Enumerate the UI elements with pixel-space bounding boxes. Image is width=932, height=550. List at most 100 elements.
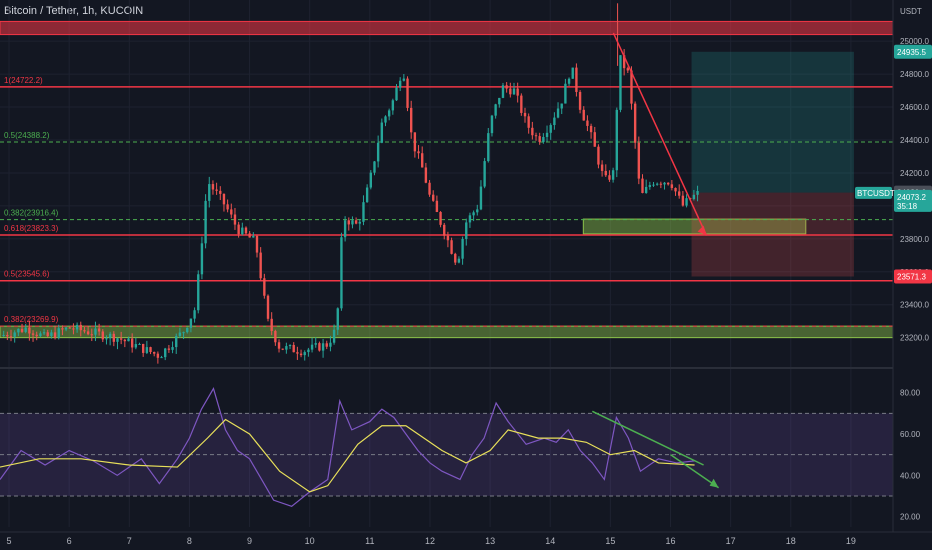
candle (608, 175, 611, 180)
candle (538, 136, 541, 142)
candle (31, 333, 35, 335)
candle (696, 191, 699, 195)
candle (318, 343, 321, 351)
candle (127, 338, 130, 342)
candle (145, 347, 149, 353)
candle (64, 327, 68, 330)
candle (443, 224, 446, 236)
candle (237, 224, 240, 235)
candle (230, 209, 233, 215)
candle (17, 328, 20, 333)
candle (652, 184, 655, 186)
rsi-ma-line (0, 418, 695, 493)
take-profit-zone (691, 51, 854, 193)
candle (244, 227, 248, 234)
candle (42, 332, 46, 334)
candle (123, 339, 127, 342)
candle (619, 55, 622, 110)
symbol-tag-bg (855, 186, 892, 199)
price-axis-tick: 23400.0 (900, 301, 929, 310)
candle (189, 318, 193, 328)
candle (424, 167, 428, 183)
price-axis-tick: 24200.0 (900, 169, 929, 178)
candle (68, 327, 71, 329)
candle (97, 328, 101, 332)
candle (6, 334, 9, 337)
candle (130, 338, 134, 348)
candle (432, 194, 435, 201)
rsi-trendline (592, 410, 704, 466)
candle (13, 332, 16, 337)
candle (134, 344, 138, 348)
time-axis-tick: 18 (786, 536, 796, 546)
rsi-axis-tick: 60.00 (900, 430, 921, 439)
price-axis-tick: 24800.0 (900, 70, 929, 79)
candle (362, 202, 365, 222)
candle (380, 122, 384, 143)
candle (663, 182, 666, 185)
candle (597, 146, 600, 165)
candle (277, 342, 281, 349)
candle (498, 97, 501, 105)
candle (53, 332, 57, 338)
fib-level-label: 0.618(23823.3) (4, 224, 59, 233)
candle (586, 120, 589, 126)
candle (94, 328, 97, 335)
candle (542, 136, 545, 142)
candle (270, 318, 273, 331)
stop-loss-label: 23571.3 (897, 272, 926, 281)
candle (600, 164, 604, 171)
candle (384, 116, 387, 123)
candle (692, 194, 696, 200)
candle (387, 110, 391, 117)
candle (428, 182, 431, 195)
fib-level-label: 0.382(23916.4) (4, 209, 59, 218)
trend-arrow-line (612, 32, 708, 236)
time-axis-tick: 6 (67, 536, 72, 546)
candle (332, 329, 336, 343)
last-price-label: 24073.2 (897, 193, 926, 202)
candle (116, 338, 119, 342)
candle (630, 70, 633, 104)
candle (527, 116, 530, 128)
candle (516, 88, 519, 96)
candle (9, 336, 13, 338)
candle (509, 88, 512, 95)
candle (329, 342, 332, 347)
countdown-label: 35:18 (897, 202, 918, 211)
candle (354, 220, 358, 224)
candle (406, 78, 409, 108)
candle (633, 103, 637, 143)
candle (215, 189, 218, 191)
candle (395, 87, 398, 101)
time-axis-tick: 13 (485, 536, 495, 546)
candle (391, 100, 395, 111)
time-axis-tick: 7 (127, 536, 132, 546)
candle (307, 349, 310, 353)
candle (376, 142, 380, 162)
candle (90, 334, 93, 336)
candle (259, 252, 262, 279)
candle (138, 343, 141, 345)
candle (340, 237, 343, 309)
candle (457, 258, 461, 263)
rsi-axis-tick: 40.00 (900, 471, 921, 480)
price-axis-tick: 25000.0 (900, 37, 929, 46)
price-axis-unit: USDT (900, 7, 922, 16)
candle (28, 327, 31, 334)
candle (178, 332, 182, 337)
candle (343, 220, 347, 238)
candle (659, 183, 663, 185)
candle (72, 328, 75, 330)
candle (365, 187, 369, 203)
candle (164, 348, 167, 358)
candle (556, 108, 560, 118)
candle (50, 332, 53, 337)
last-price-bg (894, 189, 932, 212)
candle (248, 233, 251, 238)
candle (197, 274, 200, 311)
candle (674, 187, 677, 192)
candle (119, 338, 123, 340)
chart-title: Bitcoin / Tether, 1h, KUCOIN (4, 5, 144, 17)
